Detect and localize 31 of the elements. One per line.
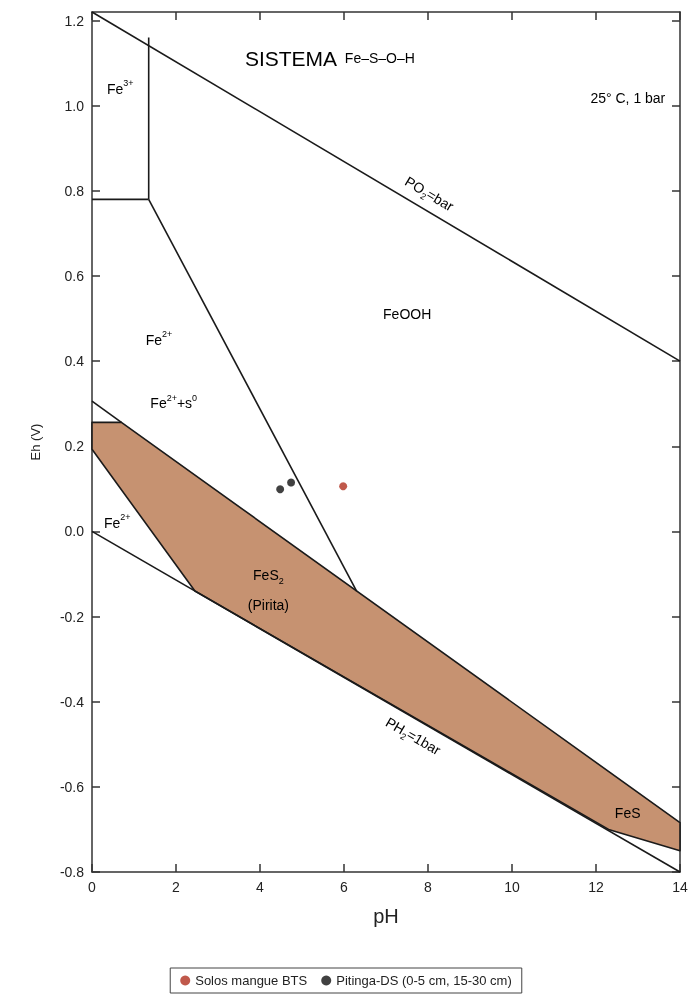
annotation: 25° C, 1 bar xyxy=(590,90,666,106)
x-tick-label: 10 xyxy=(504,879,520,895)
x-tick-label: 8 xyxy=(424,879,433,895)
y-tick-label: 0.0 xyxy=(64,523,85,540)
text: PH2=1bar xyxy=(383,713,444,759)
x-tick-label: 4 xyxy=(256,879,265,895)
y-tick-label: -0.8 xyxy=(59,864,85,880)
legend-label: Pitinga-DS (0-5 cm, 15-30 cm) xyxy=(336,973,512,988)
x-tick-label: 2 xyxy=(172,879,181,895)
y-tick-label: -0.6 xyxy=(59,778,85,795)
x-tick-label: 0 xyxy=(88,879,97,895)
annotation: (Pirita) xyxy=(247,597,290,614)
y-tick-label: 1.0 xyxy=(64,97,85,114)
text: PO2=bar xyxy=(402,173,457,215)
x-tick-label: 14 xyxy=(672,879,688,895)
y-tick-label: -0.2 xyxy=(59,608,85,625)
y-axis-title: Eh (V) xyxy=(28,423,43,461)
x-axis-title: pH xyxy=(373,905,399,927)
x-tick-label: 6 xyxy=(340,879,349,895)
x-tick-label: 12 xyxy=(588,879,604,895)
y-tick-label: 0.4 xyxy=(64,353,85,370)
text: SISTEMA xyxy=(244,46,338,70)
y-tick-label: 0.6 xyxy=(64,267,85,284)
y-tick-label: -0.4 xyxy=(59,693,85,710)
annotation: FeOOH xyxy=(383,305,432,322)
y-tick-label: 1.2 xyxy=(64,12,85,29)
annotation: FeS xyxy=(614,804,641,821)
legend-label: Solos mangue BTS xyxy=(195,973,308,988)
y-tick-label: 0.8 xyxy=(64,182,85,199)
y-tick-label: 0.2 xyxy=(64,438,85,455)
text: Fe–S–O–H xyxy=(344,50,415,66)
